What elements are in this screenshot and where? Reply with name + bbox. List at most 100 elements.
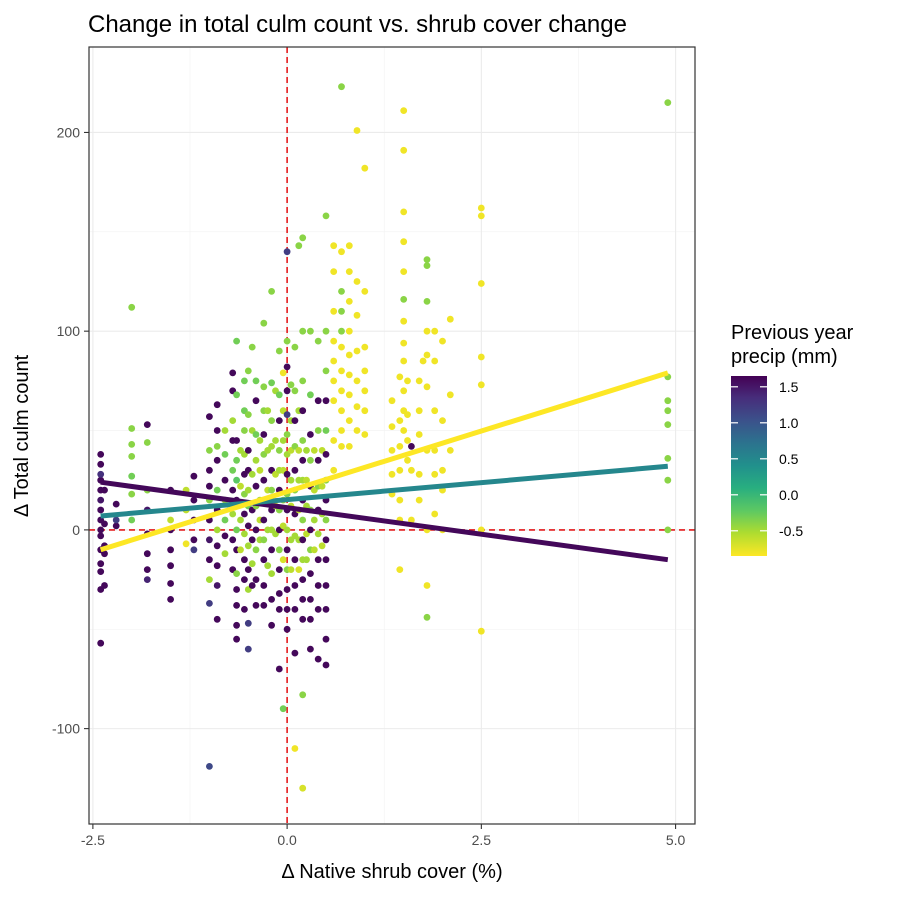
data-point [268, 596, 275, 603]
data-point [314, 582, 322, 589]
data-point [345, 242, 353, 250]
data-point [314, 456, 322, 464]
data-point [291, 417, 299, 424]
data-point [248, 343, 256, 351]
data-point [353, 347, 361, 355]
data-point [283, 363, 291, 371]
data-point [338, 443, 345, 450]
data-point [307, 570, 314, 577]
data-point [314, 397, 322, 405]
data-point [221, 532, 229, 540]
data-point [400, 107, 408, 114]
data-point [244, 367, 252, 375]
data-point [330, 397, 338, 405]
data-point [322, 661, 330, 669]
data-point [128, 303, 136, 311]
data-point [310, 516, 318, 524]
data-point [322, 397, 330, 405]
y-tick-label: -100 [52, 721, 80, 737]
data-point [664, 421, 672, 428]
x-axis: -2.5 0.0 2.5 5.0 [81, 824, 686, 848]
data-point [275, 546, 283, 554]
data-point [167, 516, 175, 524]
data-point [143, 421, 151, 428]
data-point [233, 437, 241, 444]
data-point [431, 510, 439, 518]
data-point [314, 606, 322, 613]
data-point [237, 546, 244, 554]
data-point [241, 606, 248, 613]
data-point [97, 639, 105, 647]
data-point [264, 562, 272, 570]
data-point [299, 437, 307, 444]
data-point [307, 615, 314, 623]
data-point [283, 586, 291, 593]
data-point [664, 99, 672, 106]
data-point [404, 411, 411, 418]
data-point [283, 625, 291, 633]
data-point [143, 576, 151, 583]
data-point [388, 470, 396, 478]
data-point [299, 516, 307, 524]
data-point [283, 606, 291, 613]
data-point [252, 482, 260, 490]
data-point [322, 427, 330, 434]
data-point [408, 466, 415, 474]
data-point [128, 453, 136, 460]
data-point [388, 423, 396, 430]
data-point [241, 556, 248, 564]
data-point [97, 568, 105, 575]
data-point [260, 536, 268, 544]
data-point [299, 536, 307, 544]
data-point [353, 127, 361, 134]
data-point [423, 327, 431, 335]
data-point [233, 570, 241, 577]
data-point [322, 327, 330, 335]
data-point [287, 476, 295, 484]
data-point [361, 387, 369, 395]
trend-line [100, 463, 669, 519]
data-point [233, 602, 241, 609]
data-point [322, 516, 330, 524]
data-point [244, 411, 252, 418]
data-point [338, 407, 345, 415]
data-point [213, 401, 221, 409]
data-point [182, 540, 190, 548]
zero-reference-lines [89, 47, 695, 824]
data-point [345, 391, 353, 399]
data-point [97, 451, 105, 458]
data-point [338, 307, 345, 315]
data-point [400, 317, 408, 325]
data-point [241, 377, 248, 385]
data-point [101, 582, 108, 589]
data-point [233, 621, 241, 629]
data-point [345, 268, 353, 275]
data-point [97, 532, 105, 540]
data-point [248, 536, 256, 544]
data-point [206, 763, 213, 770]
data-point [206, 536, 213, 544]
data-point [268, 546, 275, 554]
data-point [400, 357, 408, 365]
data-point [268, 379, 275, 387]
data-point [322, 606, 330, 613]
data-point [291, 466, 299, 474]
data-point [244, 447, 252, 454]
data-point [361, 343, 369, 351]
data-point [241, 510, 248, 518]
data-point [400, 146, 408, 154]
data-point [229, 486, 237, 494]
data-point [260, 319, 268, 327]
data-point [404, 437, 411, 444]
data-point [314, 530, 322, 538]
data-point [260, 602, 268, 609]
trend-line [100, 479, 669, 563]
data-point [299, 576, 307, 583]
data-point [213, 562, 221, 570]
data-point [477, 204, 485, 212]
data-point [404, 377, 411, 385]
data-point [404, 456, 411, 464]
data-point [244, 542, 252, 550]
data-point [400, 387, 408, 395]
data-point [233, 526, 241, 534]
